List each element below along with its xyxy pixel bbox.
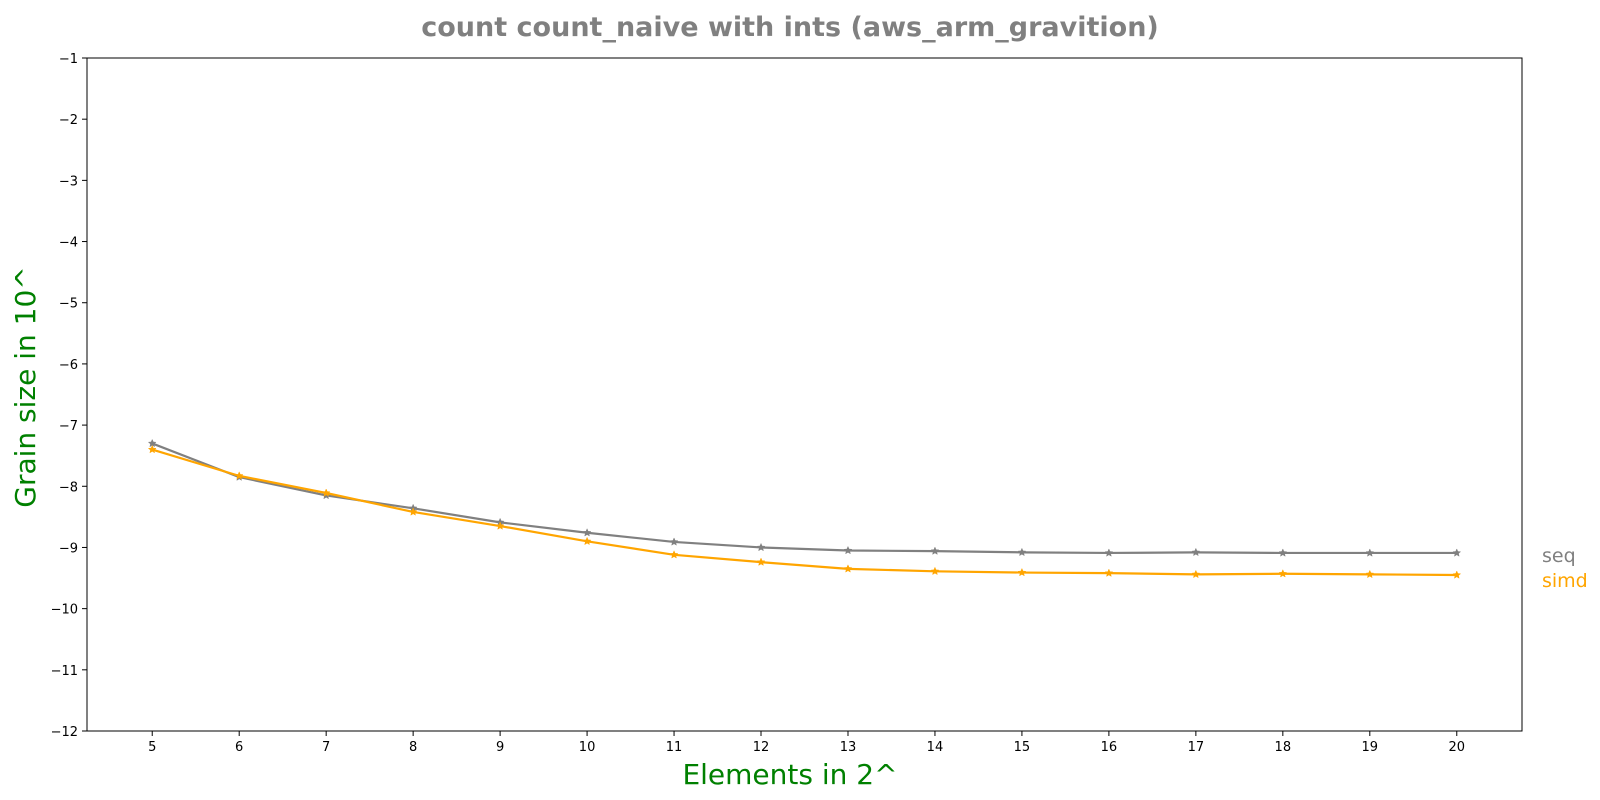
simd-point bbox=[1017, 567, 1027, 577]
x-tick-label: 10 bbox=[579, 740, 596, 755]
x-tick-label: 18 bbox=[1275, 740, 1292, 755]
simd-point bbox=[930, 566, 940, 576]
simd-point bbox=[147, 444, 157, 454]
x-tick-label: 17 bbox=[1188, 740, 1205, 755]
seq-point bbox=[1278, 548, 1288, 557]
x-tick-label: 20 bbox=[1448, 740, 1465, 755]
seq-point bbox=[1017, 547, 1027, 557]
x-tick-label: 13 bbox=[840, 740, 857, 755]
y-tick-label: −10 bbox=[51, 603, 78, 618]
legend-label-simd: simd bbox=[1542, 570, 1588, 592]
x-tick-label: 9 bbox=[496, 740, 504, 755]
simd-point bbox=[234, 471, 244, 480]
simd-point bbox=[1104, 568, 1114, 577]
simd-point bbox=[1365, 569, 1375, 579]
simd-point bbox=[582, 536, 592, 546]
simd-point bbox=[1452, 570, 1462, 579]
y-tick-label: −4 bbox=[59, 236, 78, 251]
simd-point bbox=[1278, 569, 1288, 578]
seq-point bbox=[843, 545, 853, 555]
seq-point bbox=[930, 546, 940, 555]
x-tick-label: 15 bbox=[1014, 740, 1031, 755]
x-tick-label: 14 bbox=[927, 740, 944, 755]
y-tick-label: −5 bbox=[59, 297, 78, 312]
seq-point bbox=[1452, 548, 1462, 557]
simd-point bbox=[756, 557, 766, 566]
x-tick-label: 6 bbox=[235, 740, 243, 755]
simd-point bbox=[843, 564, 853, 573]
x-tick-label: 12 bbox=[753, 740, 770, 755]
plot-frame bbox=[86, 57, 1523, 732]
legend-label-seq: seq bbox=[1542, 545, 1576, 567]
seq-point bbox=[756, 542, 766, 552]
seq-point bbox=[1191, 547, 1201, 557]
y-tick-label: −8 bbox=[59, 480, 78, 495]
plot-area bbox=[86, 57, 1523, 732]
x-tick-label: 8 bbox=[409, 740, 417, 755]
simd-line bbox=[151, 448, 1457, 577]
x-tick-label: 19 bbox=[1362, 740, 1379, 755]
legend: seq simd bbox=[1542, 545, 1588, 592]
series-layer bbox=[147, 438, 1462, 579]
y-tick-label: −3 bbox=[59, 174, 78, 189]
seq-point bbox=[582, 528, 592, 537]
series-simd bbox=[147, 444, 1462, 579]
x-axis: 5 6 7 8 9 10 11 12 13 14 15 16 17 18 19 20 bbox=[148, 731, 1465, 755]
x-tick-label: 7 bbox=[322, 740, 330, 755]
x-tick-label: 11 bbox=[666, 740, 683, 755]
y-axis-label: Grain size in 10^ bbox=[9, 266, 42, 508]
y-tick-label: −12 bbox=[51, 725, 78, 740]
simd-point bbox=[408, 507, 418, 516]
simd-point bbox=[669, 550, 679, 559]
y-tick-label: −2 bbox=[59, 113, 78, 128]
x-axis-label: Elements in 2^ bbox=[682, 758, 897, 791]
y-tick-label: −6 bbox=[59, 358, 78, 373]
seq-point bbox=[1365, 548, 1375, 557]
simd-point bbox=[321, 488, 331, 497]
y-tick-label: −1 bbox=[59, 52, 78, 67]
y-tick-label: −9 bbox=[59, 541, 78, 556]
simd-point bbox=[1191, 569, 1201, 579]
x-tick-label: 16 bbox=[1101, 740, 1118, 755]
simd-point bbox=[495, 521, 505, 530]
y-axis: −1 −2 −3 −4 −5 −6 −7 −8 −9 −10 −11 −12 bbox=[51, 52, 87, 740]
y-tick-label: −7 bbox=[59, 419, 78, 434]
y-tick-label: −11 bbox=[51, 664, 78, 679]
seq-point bbox=[669, 537, 679, 546]
x-tick-label: 5 bbox=[148, 740, 156, 755]
seq-point bbox=[1104, 548, 1114, 557]
chart-title: count count_naive with ints (aws_arm_gra… bbox=[421, 12, 1159, 43]
